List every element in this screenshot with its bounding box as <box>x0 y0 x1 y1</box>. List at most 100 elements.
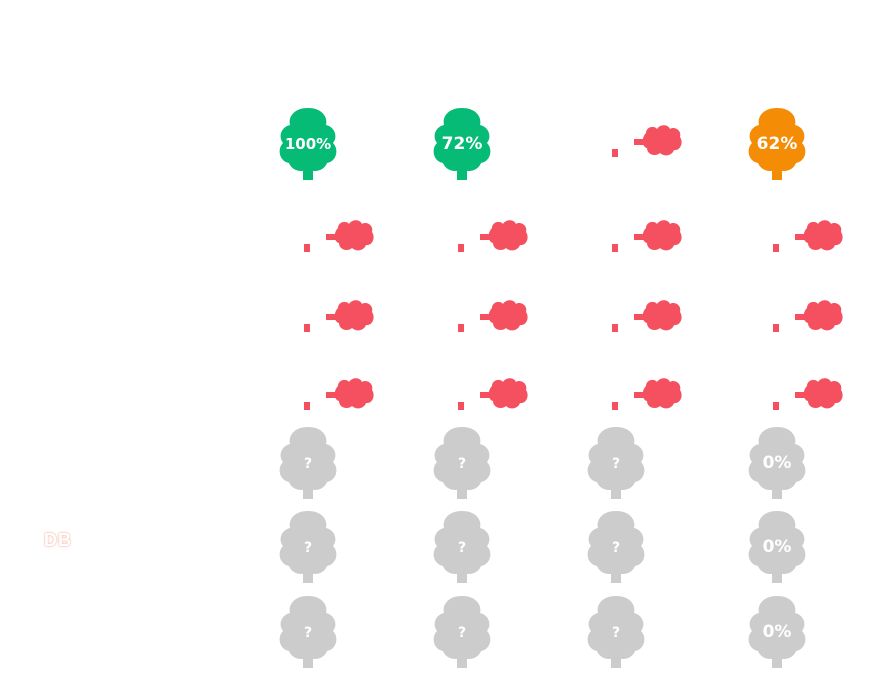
fallen-tree-cell <box>612 298 684 338</box>
fallen-crown <box>488 220 528 251</box>
tree-cell: ? <box>276 508 340 586</box>
tree-trunk <box>772 484 782 499</box>
fallen-trunk <box>634 392 648 398</box>
stump <box>773 402 779 410</box>
tree-crown <box>433 108 491 171</box>
fallen-tree-icon <box>458 300 528 332</box>
fallen-tree-icon <box>612 125 682 157</box>
fallen-tree-cell <box>773 376 845 416</box>
tree-cell: ? <box>430 424 494 502</box>
stump <box>773 324 779 332</box>
tree-trunk <box>772 165 782 180</box>
tree-cell: ? <box>584 593 648 671</box>
tree-crown <box>279 596 337 659</box>
tree-label: ? <box>304 456 312 472</box>
tree-cell: 72% <box>430 105 494 183</box>
fallen-tree-icon <box>773 300 843 332</box>
fallen-crown <box>642 125 682 156</box>
tree-trunk <box>303 568 313 583</box>
tree-cell: ? <box>584 424 648 502</box>
tree-trunk <box>457 653 467 668</box>
tree-trunk <box>303 165 313 180</box>
fallen-crown <box>334 300 374 331</box>
fallen-tree-cell <box>612 376 684 416</box>
fallen-tree-cell <box>612 123 684 163</box>
tree-label: 100% <box>285 135 331 153</box>
tree-trunk <box>772 568 782 583</box>
tree-icon: 72% <box>433 108 491 180</box>
tree-label: ? <box>612 456 620 472</box>
stump <box>458 244 464 252</box>
fallen-tree-icon <box>304 220 374 252</box>
tree-cell: 0% <box>745 508 809 586</box>
fallen-tree-icon <box>612 300 682 332</box>
fallen-trunk <box>795 392 809 398</box>
tree-label: ? <box>458 625 466 641</box>
fallen-trunk <box>634 314 648 320</box>
tree-cell: ? <box>276 424 340 502</box>
fallen-crown <box>334 220 374 251</box>
fallen-trunk <box>634 234 648 240</box>
tree-label: ? <box>304 540 312 556</box>
tree-label: ? <box>612 625 620 641</box>
tree-icon: ? <box>279 511 337 583</box>
stump <box>304 244 310 252</box>
fallen-trunk <box>795 314 809 320</box>
tree-trunk <box>457 568 467 583</box>
stump <box>304 402 310 410</box>
stump <box>458 402 464 410</box>
tree-trunk <box>303 653 313 668</box>
fallen-crown <box>642 220 682 251</box>
stump <box>612 324 618 332</box>
tree-trunk <box>303 484 313 499</box>
fallen-crown <box>803 378 843 409</box>
tree-cell: ? <box>276 593 340 671</box>
fallen-tree-icon <box>304 378 374 410</box>
tree-cell: ? <box>430 593 494 671</box>
fallen-trunk <box>480 392 494 398</box>
fallen-crown <box>803 220 843 251</box>
tree-icon: ? <box>587 596 645 668</box>
tree-icon: 0% <box>748 511 806 583</box>
stump <box>304 324 310 332</box>
fallen-crown <box>334 378 374 409</box>
fallen-tree-icon <box>304 300 374 332</box>
tree-label: ? <box>458 540 466 556</box>
fallen-trunk <box>326 392 340 398</box>
fallen-tree-cell <box>304 218 376 258</box>
tree-crown <box>587 596 645 659</box>
fallen-tree-icon <box>458 220 528 252</box>
fallen-crown <box>488 300 528 331</box>
fallen-trunk <box>326 314 340 320</box>
fallen-tree-cell <box>458 376 530 416</box>
tree-crown <box>279 427 337 490</box>
fallen-tree-cell <box>304 376 376 416</box>
fallen-crown <box>642 378 682 409</box>
fallen-tree-icon <box>612 220 682 252</box>
tree-cell: 0% <box>745 593 809 671</box>
stump <box>458 324 464 332</box>
tree-icon: ? <box>587 511 645 583</box>
fallen-crown <box>488 378 528 409</box>
tree-label: 0% <box>763 453 792 473</box>
fallen-tree-cell <box>458 218 530 258</box>
tree-crown <box>433 427 491 490</box>
tree-icon: ? <box>279 427 337 499</box>
fallen-crown <box>803 300 843 331</box>
tree-cell: ? <box>430 508 494 586</box>
fallen-trunk <box>480 234 494 240</box>
stump <box>612 244 618 252</box>
tree-icon: 100% <box>279 108 337 180</box>
tree-icon: ? <box>433 511 491 583</box>
fallen-trunk <box>795 234 809 240</box>
tree-trunk <box>611 568 621 583</box>
tree-crown <box>279 511 337 574</box>
tree-crown <box>433 596 491 659</box>
tree-label: 72% <box>442 134 483 154</box>
tree-cell: ? <box>584 508 648 586</box>
fallen-tree-cell <box>773 218 845 258</box>
fallen-tree-cell <box>304 298 376 338</box>
fallen-tree-cell <box>458 298 530 338</box>
fallen-trunk <box>326 234 340 240</box>
tree-icon: ? <box>433 596 491 668</box>
